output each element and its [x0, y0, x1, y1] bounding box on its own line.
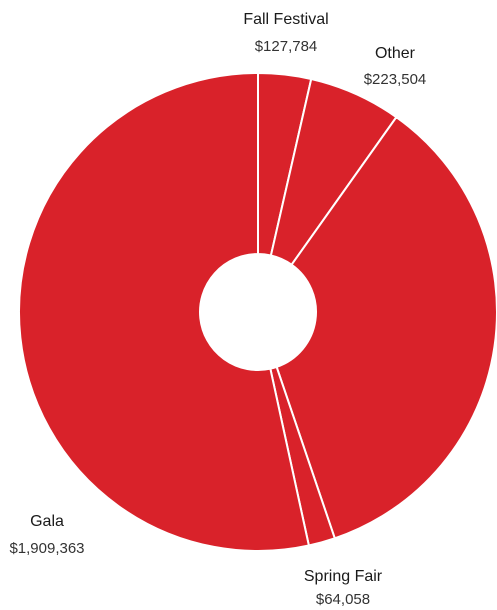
- label-spring-fair-name: Spring Fair: [304, 568, 383, 585]
- label-spring-fair: Spring Fair $64,058: [304, 568, 383, 608]
- label-other: Other $223,504: [364, 45, 427, 88]
- chart-slices: [18, 71, 497, 552]
- label-other-name: Other: [375, 45, 416, 62]
- label-gala-name: Gala: [30, 513, 64, 530]
- label-fall-festival: Fall Festival $127,784: [243, 11, 328, 55]
- label-gala-value: $1,909,363: [9, 540, 84, 557]
- label-fall-festival-value: $127,784: [255, 38, 318, 55]
- label-fall-festival-name: Fall Festival: [243, 11, 328, 28]
- label-gala: Gala $1,909,363: [9, 513, 84, 557]
- label-other-value: $223,504: [364, 71, 427, 88]
- label-spring-fair-value: $64,058: [316, 591, 370, 608]
- donut-hole: [200, 254, 316, 370]
